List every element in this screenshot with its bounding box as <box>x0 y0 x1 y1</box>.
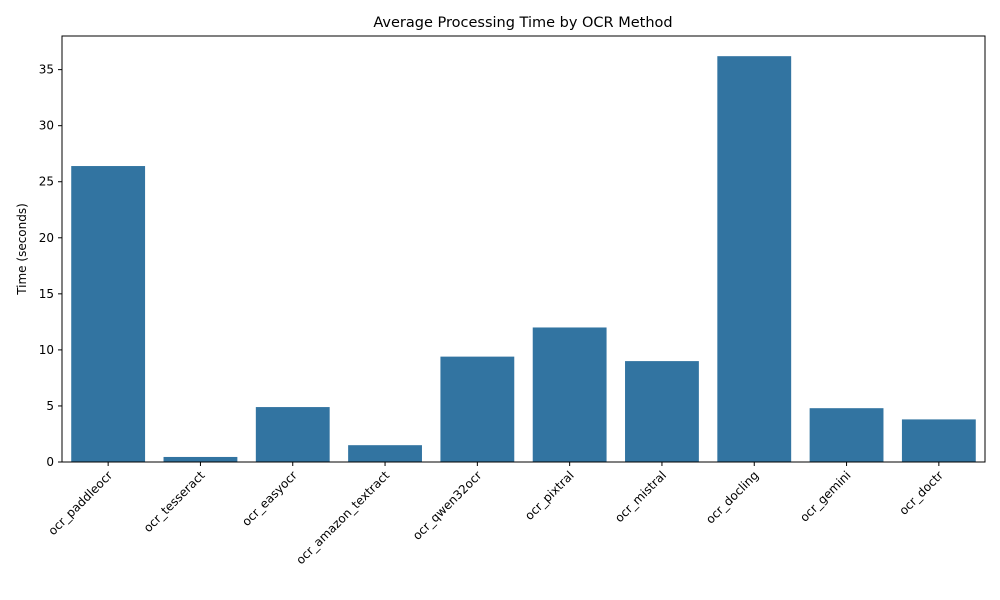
y-tick-label: 0 <box>46 455 54 469</box>
bar-ocr-amazon-textract <box>348 445 422 462</box>
y-tick-label: 35 <box>39 63 54 77</box>
x-tick-label-ocr-tesseract: ocr_tesseract <box>141 468 208 535</box>
x-tick-label-ocr-gemini: ocr_gemini <box>797 468 853 524</box>
y-tick-label: 15 <box>39 287 54 301</box>
y-tick-label: 20 <box>39 231 54 245</box>
bar-ocr-tesseract <box>163 456 238 462</box>
x-tick-label-ocr-docling: ocr_docling <box>703 468 761 526</box>
y-axis-label: Time (seconds) <box>15 203 29 296</box>
bar-ocr-gemini <box>809 408 884 462</box>
bar-ocr-paddleocr <box>71 166 146 462</box>
y-axis-ticks: 0 5 10 15 20 25 30 35 <box>39 63 62 469</box>
bar-ocr-mistral <box>625 361 699 462</box>
y-tick-label: 25 <box>39 175 54 189</box>
bar-ocr-docling <box>717 56 792 462</box>
x-tick-label-ocr-amazon-textract: ocr_amazon_textract <box>293 468 392 567</box>
x-tick-label-ocr-qwen32ocr: ocr_qwen32ocr <box>410 468 485 543</box>
bar-ocr-pixtral <box>532 327 607 462</box>
chart-title: Average Processing Time by OCR Method <box>373 15 672 31</box>
x-tick-label-ocr-easyocr: ocr_easyocr <box>239 468 300 529</box>
y-tick-label: 30 <box>39 119 54 133</box>
x-tick-label-ocr-mistral: ocr_mistral <box>612 468 669 525</box>
bars <box>71 56 976 462</box>
x-axis-ticks: ocr_paddleocr ocr_tesseract ocr_easyocrocr… <box>45 462 946 567</box>
bar-ocr-doctr <box>901 419 976 462</box>
y-tick-label: 5 <box>46 399 54 413</box>
bar-ocr-qwen32ocr <box>440 356 515 462</box>
x-tick-label-ocr-doctr: ocr_doctr <box>896 468 946 518</box>
bar-ocr-easyocr <box>255 407 330 462</box>
x-tick-label-ocr-paddleocr: ocr_paddleocr <box>45 468 115 538</box>
plot-frame <box>61 35 986 463</box>
x-tick-label-ocr-pixtral: ocr_pixtral <box>522 468 577 523</box>
y-tick-label: 10 <box>39 343 54 357</box>
